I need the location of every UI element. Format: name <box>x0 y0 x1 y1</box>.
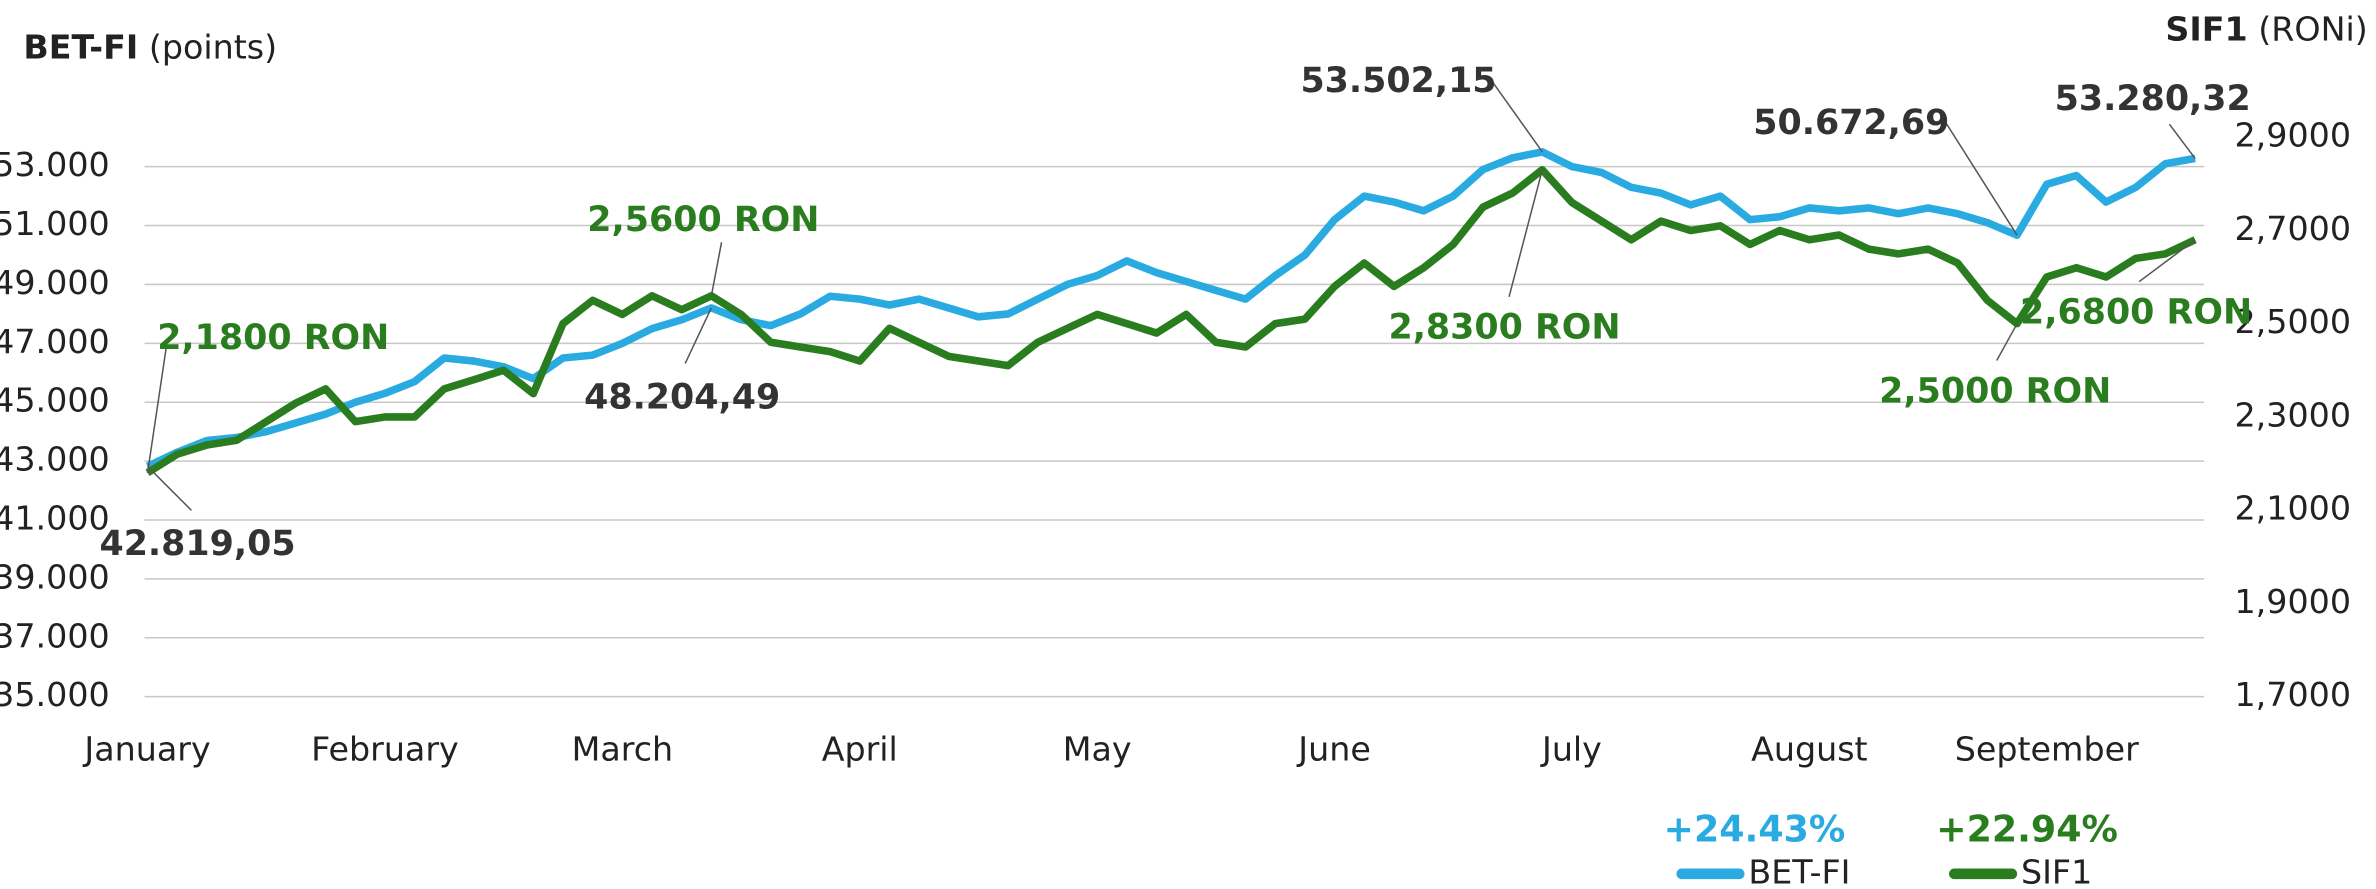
data-label: 2,6800 RON <box>2020 292 2252 332</box>
y-axis-title-unit: (points) <box>149 27 277 66</box>
y2-axis-title: SIF1 (RONi) <box>2165 9 2367 48</box>
leader-line <box>148 341 168 473</box>
leader-line <box>2169 124 2195 158</box>
leader-line <box>148 466 192 510</box>
leader-line <box>2139 240 2195 282</box>
y-tick-label: 47.000 <box>0 322 110 361</box>
y2-axis-title-unit: (RONi) <box>2258 9 2367 48</box>
x-tick-label: January <box>82 730 210 769</box>
legend-label: BET-FI <box>1748 852 1850 889</box>
data-label: 53.502,15 <box>1300 61 1496 101</box>
y2-tick-label: 2,3000 <box>2235 395 2352 434</box>
y2-tick-label: 1,7000 <box>2235 675 2352 714</box>
data-label: 50.672,69 <box>1753 103 1949 143</box>
leader-line <box>711 242 721 295</box>
y-tick-label: 53.000 <box>0 145 110 184</box>
y-tick-label: 41.000 <box>0 498 110 537</box>
data-label: 2,1800 RON <box>157 318 389 358</box>
change-label: +24.43% <box>1664 807 1846 850</box>
x-tick-label: April <box>822 730 898 769</box>
y-tick-label: 49.000 <box>0 263 110 302</box>
series-line <box>148 152 2196 467</box>
legend-label: SIF1 <box>2021 852 2092 889</box>
data-label: 2,8300 RON <box>1388 308 1620 348</box>
y-tick-label: 51.000 <box>0 204 110 243</box>
y2-tick-label: 2,1000 <box>2235 489 2352 528</box>
data-label: 42.819,05 <box>99 524 295 564</box>
x-tick-label: May <box>1063 730 1132 769</box>
leader-line <box>1997 324 2017 361</box>
y-axis-title-name: BET-FI <box>23 27 138 66</box>
y-tick-label: 45.000 <box>0 381 110 420</box>
chart: BET-FI (points) SIF1 (RONi) 35.000 37.000… <box>0 0 2376 889</box>
x-tick-label: August <box>1751 730 1868 769</box>
y-tick-label: 39.000 <box>0 557 110 596</box>
y-tick-label: 35.000 <box>0 675 110 714</box>
x-tick-label: March <box>572 730 674 769</box>
data-label: 53.280,32 <box>2055 79 2251 119</box>
y-axis-title: BET-FI (points) <box>23 27 277 66</box>
x-tick-label: July <box>1540 730 1602 769</box>
change-label: +22.94% <box>1936 807 2118 850</box>
x-tick-label: February <box>311 730 459 769</box>
y-tick-label: 43.000 <box>0 440 110 479</box>
data-label: 2,5600 RON <box>587 200 819 240</box>
y2-tick-label: 2,7000 <box>2235 209 2352 248</box>
data-label: 2,5000 RON <box>1879 371 2111 411</box>
leader-line <box>1492 82 1542 152</box>
y-tick-label: 37.000 <box>0 616 110 655</box>
data-label: 48.204,49 <box>584 377 780 417</box>
x-tick-label: September <box>1955 730 2139 769</box>
x-tick-label: June <box>1296 730 1371 769</box>
y2-tick-label: 1,9000 <box>2235 582 2352 621</box>
y2-axis-title-name: SIF1 <box>2165 9 2247 48</box>
y2-tick-label: 2,9000 <box>2235 116 2352 155</box>
